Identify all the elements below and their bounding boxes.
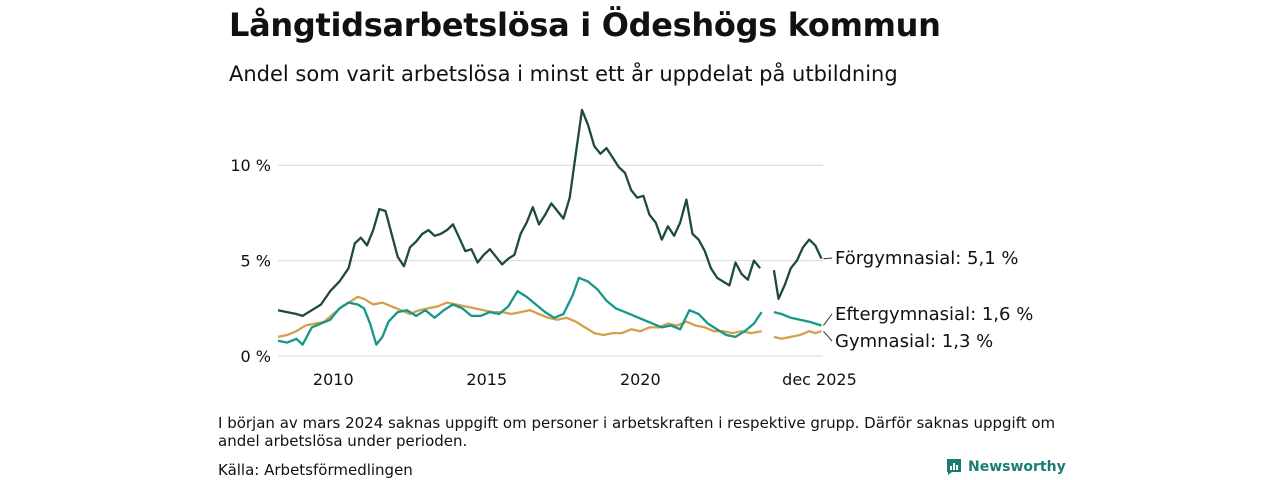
- y-tick-label: 5 %: [241, 252, 271, 271]
- series-line-eftergymnasial-1: [277, 276, 763, 346]
- source-text: Källa: Arbetsförmedlingen: [218, 461, 413, 479]
- newsworthy-logo[interactable]: Newsworthy: [946, 458, 1066, 476]
- gridlines: [278, 164, 823, 357]
- x-tick-label: 2010: [313, 370, 354, 389]
- newsworthy-icon: [947, 459, 961, 475]
- series-line-förgymnasial-2: [772, 238, 823, 300]
- series-line-gymnasial-2: [773, 330, 822, 340]
- y-tick-label: 10 %: [230, 156, 271, 175]
- series-end-label: Gymnasial: 1,3 %: [835, 331, 993, 352]
- series-labels: Förgymnasial: 5,1 % Eftergymnasial: 1,6 %…: [823, 248, 1033, 352]
- series-line-förgymnasial-1: [277, 108, 761, 318]
- x-tick-label: 2015: [466, 370, 507, 389]
- label-connector: [823, 313, 833, 326]
- label-connector: [823, 330, 833, 342]
- x-tick-label: dec 2025: [782, 370, 857, 389]
- series-lines: [277, 108, 823, 346]
- series-line-eftergymnasial-2: [773, 310, 822, 327]
- series-end-label: Eftergymnasial: 1,6 %: [835, 304, 1033, 325]
- y-axis-ticks: 0 % 5 % 10 %: [230, 156, 271, 366]
- footnote: I början av mars 2024 saknas uppgift om …: [218, 414, 1056, 450]
- x-tick-label: 2020: [620, 370, 661, 389]
- label-connector: [823, 257, 833, 260]
- series-line-gymnasial-1: [277, 295, 762, 339]
- chart-title: Långtidsarbetslösa i Ödeshögs kommun: [229, 6, 941, 44]
- x-axis-ticks: 2010 2015 2020 dec 2025: [313, 370, 857, 389]
- brand-name: Newsworthy: [968, 459, 1066, 475]
- chart-subtitle: Andel som varit arbetslösa i minst ett å…: [229, 62, 898, 86]
- y-tick-label: 0 %: [241, 347, 271, 366]
- series-end-label: Förgymnasial: 5,1 %: [835, 248, 1019, 269]
